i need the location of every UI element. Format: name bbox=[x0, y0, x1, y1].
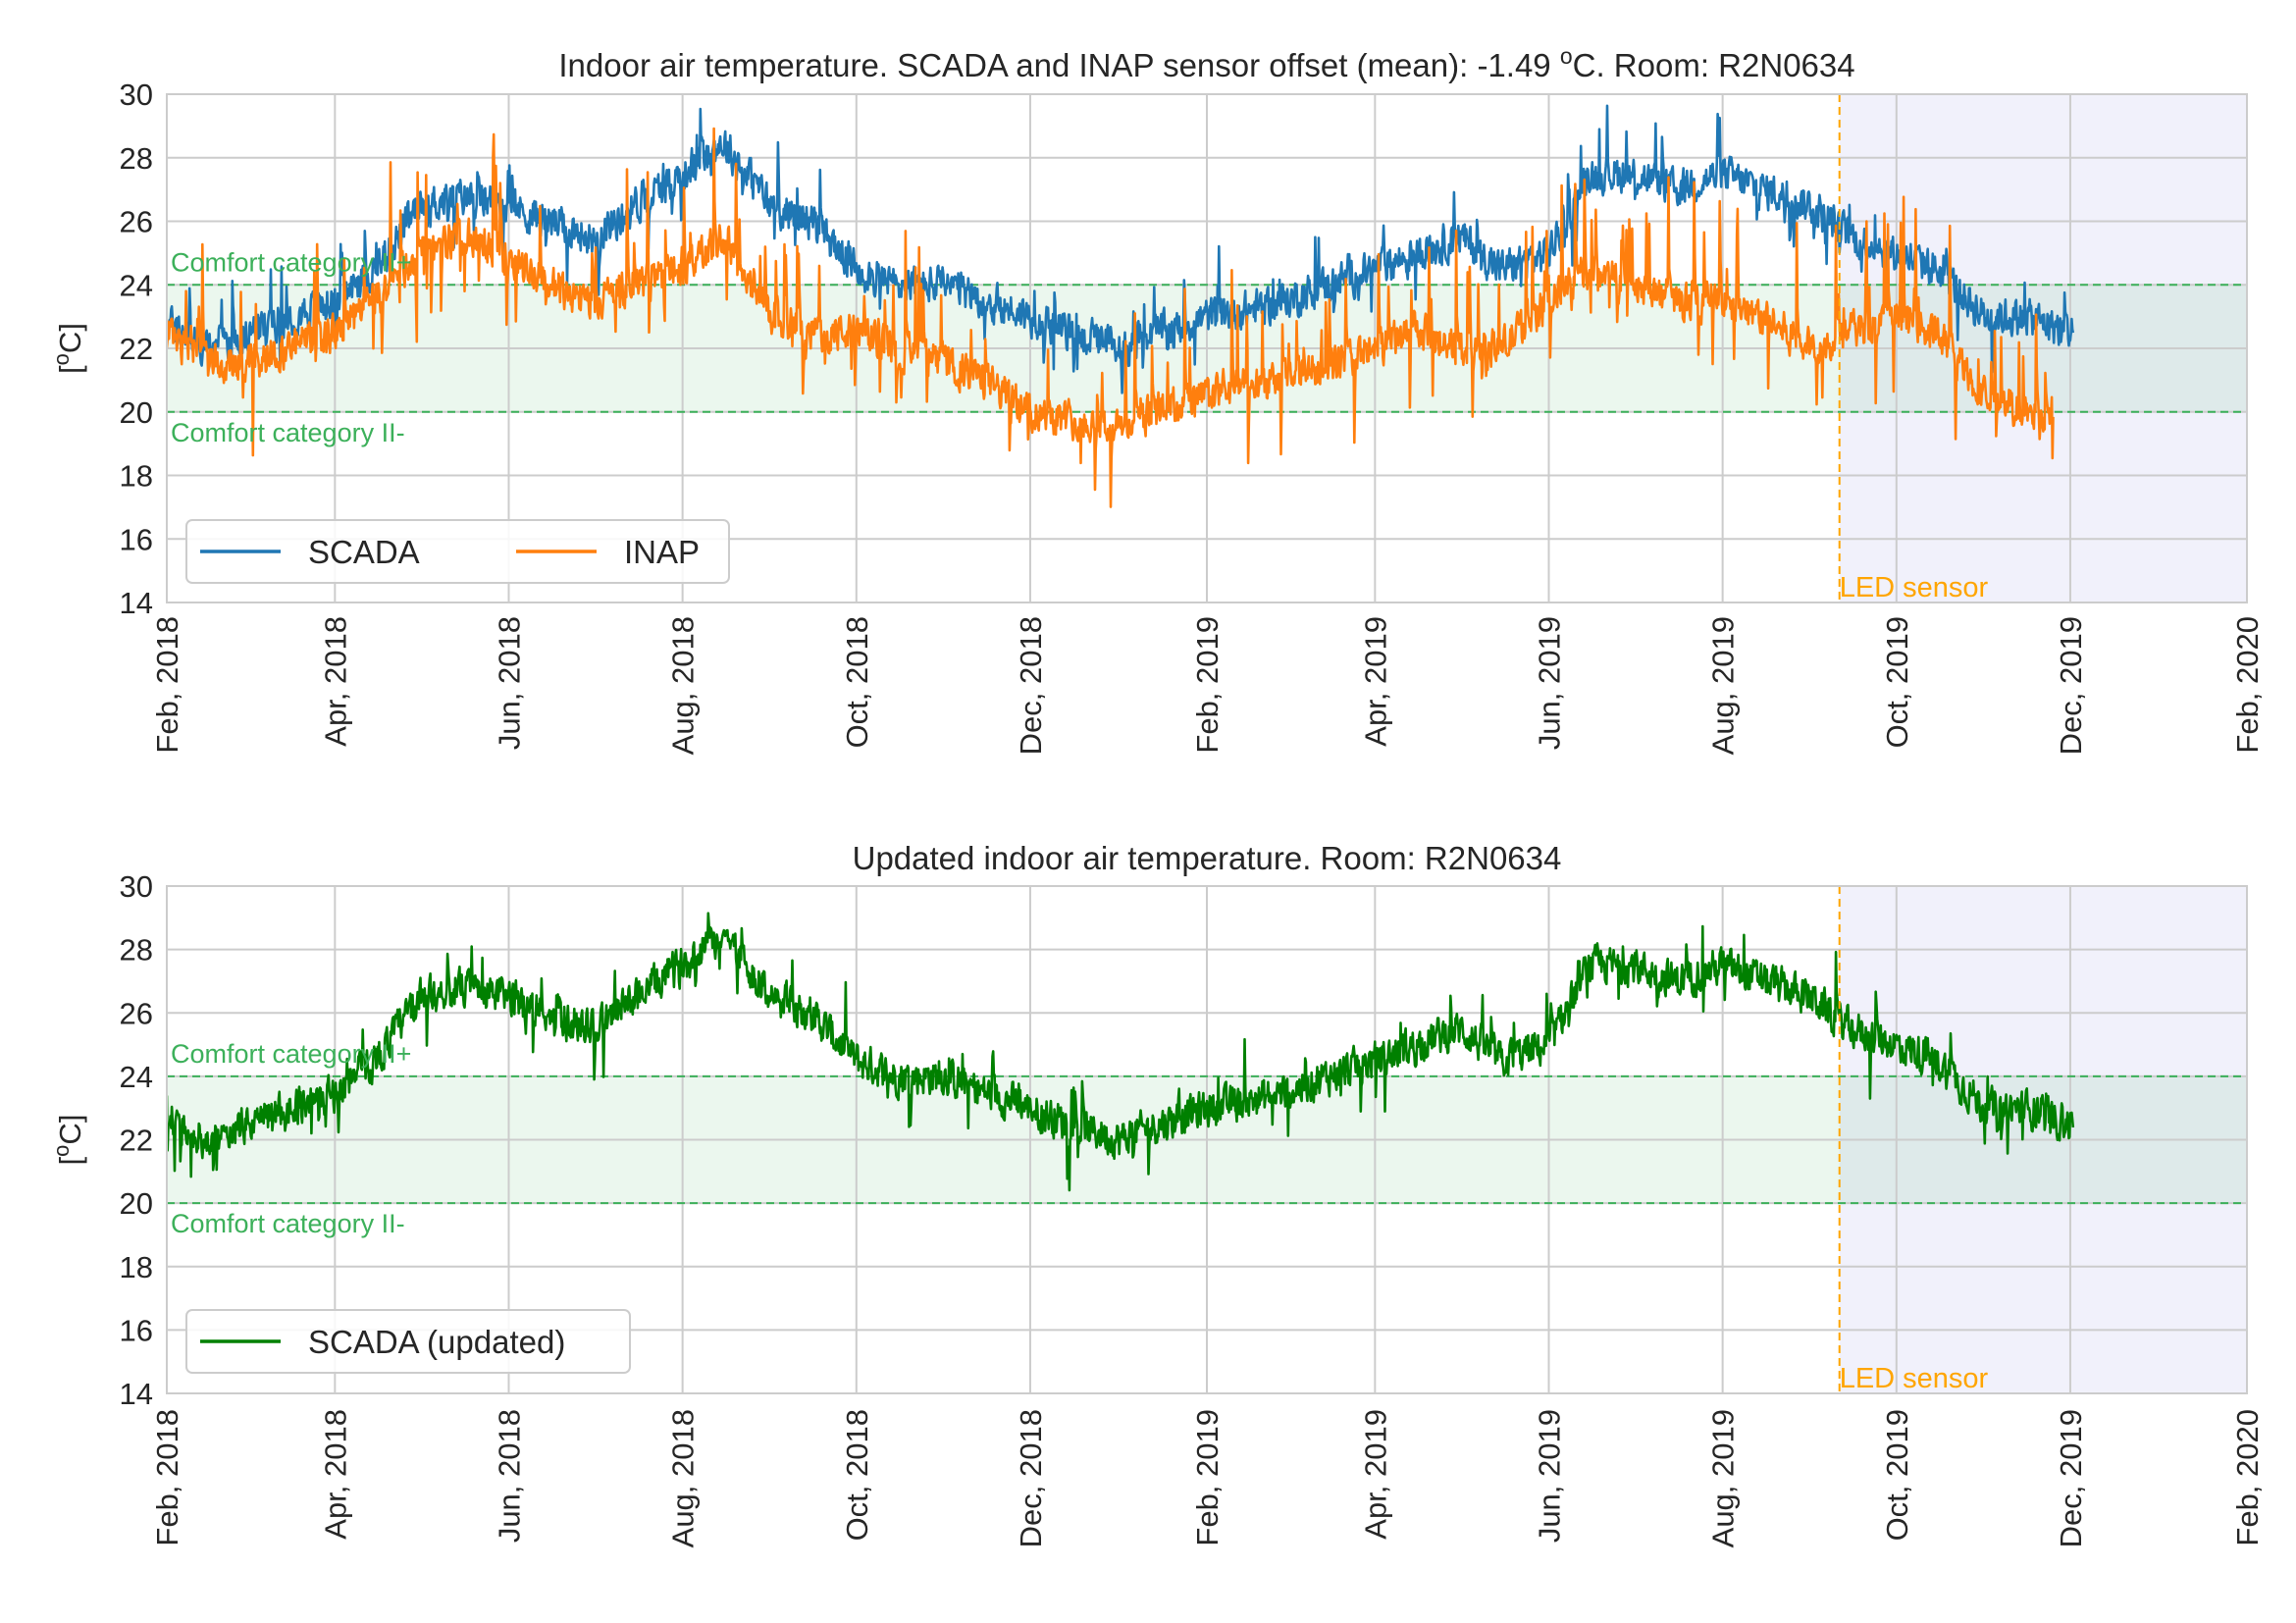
title-superscript: o bbox=[1560, 43, 1573, 69]
x-tick-label: Feb, 2020 bbox=[2230, 1409, 2265, 1546]
x-tick-label: Dec, 2019 bbox=[2054, 1409, 2088, 1547]
x-tick-label: Aug, 2019 bbox=[1706, 1409, 1741, 1547]
comfort-lower-label: Comfort category II- bbox=[171, 1209, 405, 1238]
y-tick-label: 30 bbox=[120, 78, 153, 112]
title-main: Indoor air temperature. SCADA and INAP s… bbox=[558, 47, 1559, 83]
x-tick-label: Apr, 2018 bbox=[318, 616, 352, 747]
y-tick-label: 14 bbox=[120, 586, 153, 620]
y-axis-label: [oC] bbox=[49, 1115, 88, 1166]
x-tick-label: Dec, 2018 bbox=[1014, 616, 1048, 755]
y-tick-label: 14 bbox=[120, 1377, 153, 1411]
title-tail: C. Room: R2N0634 bbox=[1573, 47, 1855, 83]
x-tick-label: Apr, 2019 bbox=[1358, 1409, 1392, 1540]
legend-label: SCADA (updated) bbox=[308, 1324, 565, 1360]
y-tick-label: 28 bbox=[120, 933, 153, 968]
legend: SCADA (updated) bbox=[185, 1309, 631, 1374]
x-tick-label: Feb, 2020 bbox=[2230, 616, 2265, 754]
x-tick-label: Feb, 2019 bbox=[1190, 1409, 1225, 1546]
x-tick-label: Jun, 2018 bbox=[492, 616, 526, 750]
x-tick-label: Aug, 2018 bbox=[666, 616, 701, 755]
x-tick-label: Jun, 2018 bbox=[492, 1409, 526, 1543]
y-tick-label: 16 bbox=[120, 522, 153, 556]
legend-label: INAP bbox=[624, 534, 700, 570]
y-tick-label: 24 bbox=[120, 268, 153, 302]
y-tick-label: 28 bbox=[120, 141, 153, 176]
legend-label: SCADA bbox=[308, 534, 420, 570]
legend-box bbox=[185, 1309, 631, 1374]
x-tick-label: Jun, 2019 bbox=[1532, 616, 1566, 750]
ylabel-prefix: [ bbox=[53, 365, 87, 374]
ylabel-suffix: C] bbox=[53, 323, 87, 353]
comfort-lower-label: Comfort category II- bbox=[171, 418, 405, 447]
legend: SCADA INAP bbox=[185, 519, 730, 584]
chart-panel-2: 14 16 18 20 22 24 26 28 30 Feb, 2018 Apr, 2018 Jun,… bbox=[49, 840, 2266, 1547]
y-tick-label: 26 bbox=[120, 205, 153, 239]
x-tick-label: Oct, 2019 bbox=[1880, 1409, 1914, 1541]
chart-title: Updated indoor air temperature. Room: R2… bbox=[853, 840, 1562, 876]
legend-box bbox=[185, 519, 730, 584]
y-tick-label: 24 bbox=[120, 1060, 153, 1094]
y-tick-label: 20 bbox=[120, 1186, 153, 1221]
led-sensor-label: LED sensor bbox=[1840, 1363, 1989, 1394]
comfort-upper-label: Comfort category II+ bbox=[171, 1039, 411, 1069]
x-tick-label: Oct, 2018 bbox=[840, 616, 874, 748]
x-tick-label: Dec, 2018 bbox=[1014, 1409, 1048, 1547]
x-tick-label: Dec, 2019 bbox=[2054, 616, 2088, 755]
series-line-inap bbox=[167, 127, 2055, 508]
y-tick-label: 22 bbox=[120, 332, 153, 366]
x-tick-label: Apr, 2018 bbox=[318, 1409, 352, 1540]
series-line-scada-updated bbox=[167, 912, 2075, 1192]
ylabel-superscript: o bbox=[49, 1145, 74, 1157]
y-tick-label: 18 bbox=[120, 459, 153, 494]
ylabel-suffix: C] bbox=[53, 1115, 87, 1145]
x-tick-label: Aug, 2019 bbox=[1706, 616, 1741, 755]
chart-title: Indoor air temperature. SCADA and INAP s… bbox=[558, 43, 1854, 83]
y-tick-label: 20 bbox=[120, 395, 153, 430]
x-tick-label: Oct, 2019 bbox=[1880, 616, 1914, 748]
y-tick-label: 26 bbox=[120, 996, 153, 1030]
x-tick-label: Oct, 2018 bbox=[840, 1409, 874, 1541]
comfort-upper-label: Comfort category II+ bbox=[171, 247, 411, 277]
plot-frame bbox=[166, 885, 2248, 1394]
led-sensor-label: LED sensor bbox=[1840, 572, 1989, 603]
x-tick-label: Feb, 2019 bbox=[1190, 616, 1225, 754]
ylabel-prefix: [ bbox=[53, 1156, 87, 1165]
x-tick-label: Jun, 2019 bbox=[1532, 1409, 1566, 1543]
y-tick-label: 16 bbox=[120, 1313, 153, 1347]
y-tick-label: 18 bbox=[120, 1250, 153, 1284]
ylabel-superscript: o bbox=[49, 353, 74, 365]
x-tick-label: Feb, 2018 bbox=[150, 1409, 184, 1546]
x-tick-label: Feb, 2018 bbox=[150, 616, 184, 754]
x-tick-label: Aug, 2018 bbox=[666, 1409, 701, 1547]
y-tick-label: 30 bbox=[120, 869, 153, 904]
y-tick-label: 22 bbox=[120, 1124, 153, 1158]
chart-panel-1: 14 16 18 20 22 24 26 28 30 Feb, 2018 Apr, 2018 Jun,… bbox=[49, 43, 2266, 755]
series-line-scada bbox=[167, 104, 2075, 394]
x-tick-label: Apr, 2019 bbox=[1358, 616, 1392, 747]
plot-frame bbox=[166, 93, 2248, 603]
y-axis-label: [oC] bbox=[49, 323, 88, 374]
